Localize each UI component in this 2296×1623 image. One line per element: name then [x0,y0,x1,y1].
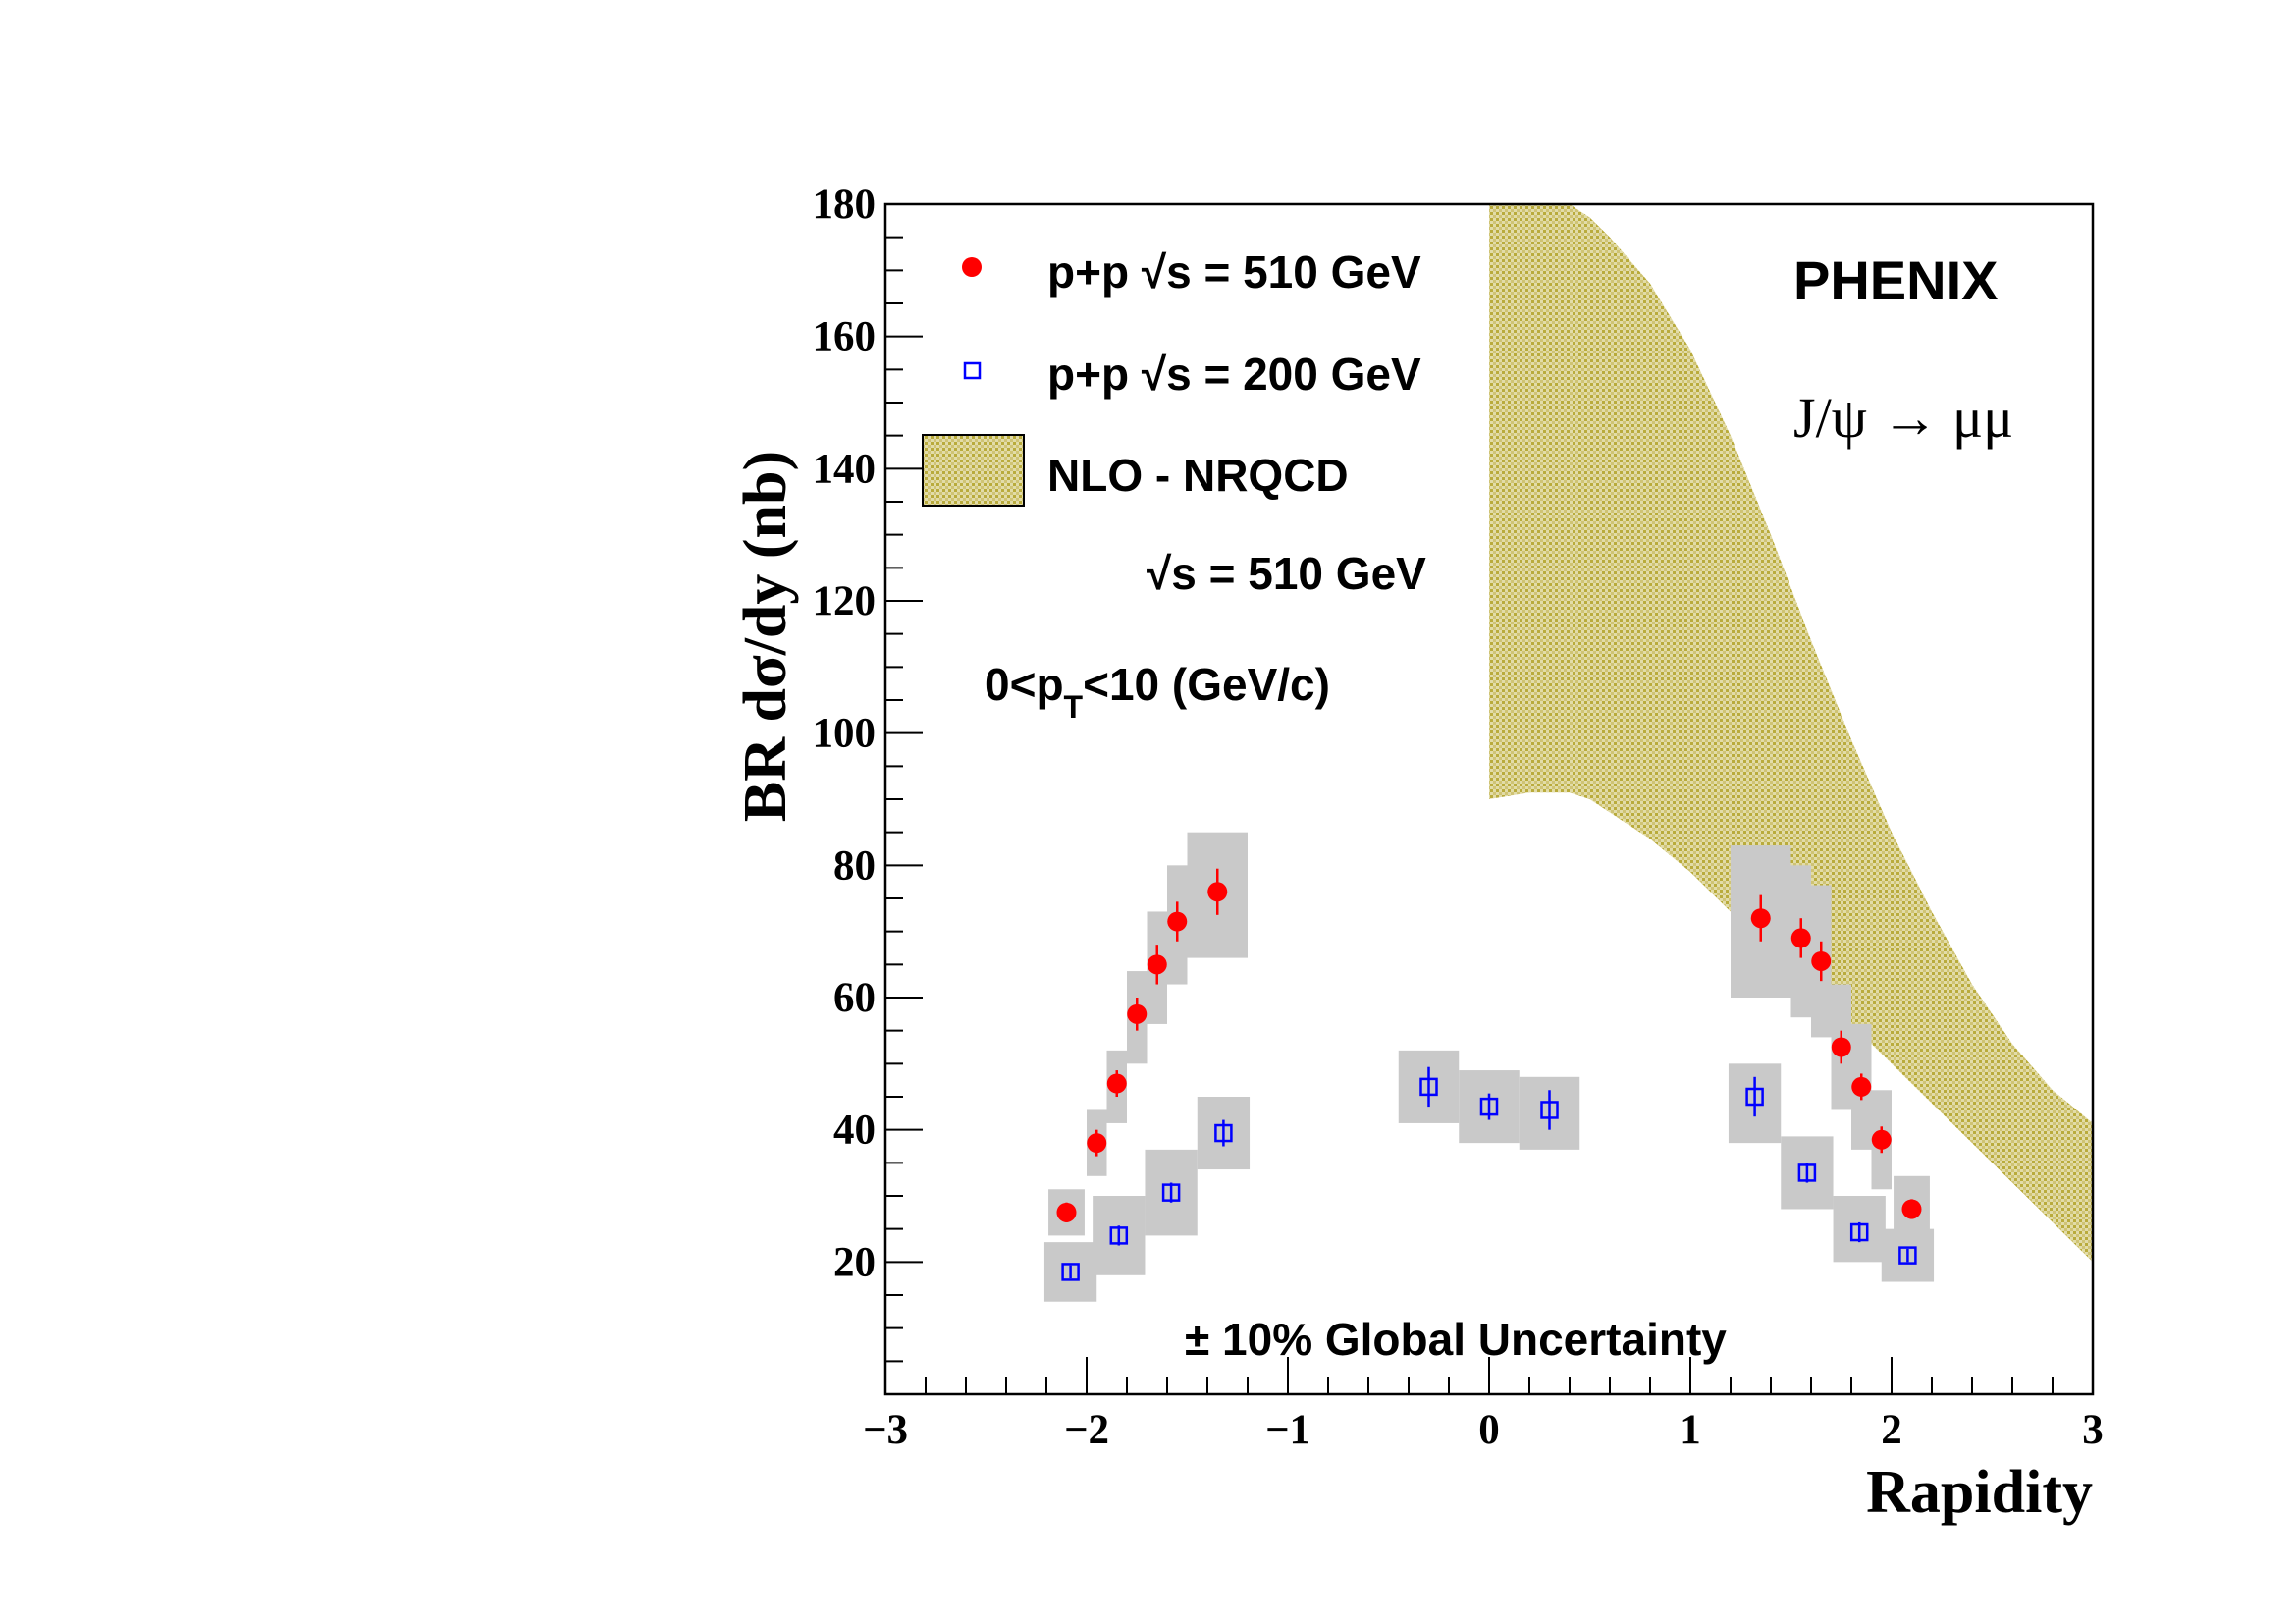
axis-layer: −3 −2 −1 0 1 2 3 20 40 60 80 100 120 140 160 180 [813,182,2104,1453]
data-point-pp200 [1797,1163,1817,1182]
y-tick-label: 120 [813,578,877,624]
band-energy-label: √s = 510 GeV [1147,548,1426,599]
nlo-nrqcd-band-layer [1489,204,2093,1263]
x-tick-label: 2 [1881,1407,1902,1453]
x-tick-label: −3 [863,1407,908,1453]
data-point-pp200 [1849,1222,1869,1242]
x-tick-label: 3 [2082,1407,2104,1453]
data-point-pp510 [1750,908,1771,929]
y-tick-label: 180 [813,182,877,228]
data-point-pp200 [1479,1097,1499,1116]
data-point-pp510 [1127,1003,1148,1024]
data-point-pp510 [1167,911,1188,932]
experiment-label: PHENIX [1793,249,1999,311]
x-tick-label: 1 [1680,1407,1701,1453]
y-tick-label: 60 [833,975,876,1021]
data-point-pp510 [1901,1199,1922,1219]
data-point-pp510 [1811,950,1832,971]
y-tick-label: 80 [833,842,876,889]
data-point-pp510 [1790,928,1811,948]
data-point-pp510 [1831,1037,1851,1057]
data-point-pp200 [1419,1077,1438,1097]
data-point-pp510 [1056,1202,1077,1222]
legend-marker-200 [963,361,982,380]
legend-label-200: p+p √s = 200 GeV [1047,349,1421,400]
y-axis-title: BR dσ/dy (nb) [732,451,799,822]
data-point-pp200 [1898,1246,1917,1265]
y-tick-label: 140 [813,446,877,492]
x-tick-label: −1 [1265,1407,1310,1453]
data-point-pp200 [1161,1183,1181,1202]
y-tick-label: 20 [833,1239,876,1285]
y-tick-label: 100 [813,711,877,757]
data-point-pp510 [1106,1073,1127,1094]
data-point-pp200 [1745,1087,1764,1107]
legend-label-band: NLO - NRQCD [1047,450,1349,501]
legend: p+p √s = 510 GeV p+p √s = 200 GeV NLO - … [922,246,1426,725]
data-point-pp510 [1851,1076,1872,1097]
pt-range-label: 0<pT<10 (GeV/c) [985,659,1330,725]
global-uncertainty-label: ± 10% Global Uncertainty [1185,1314,1727,1365]
y-tick-label: 160 [813,314,877,360]
marker-layer [1056,882,1922,1281]
data-point-pp200 [1214,1123,1233,1143]
data-point-pp200 [1109,1226,1129,1245]
data-point-pp510 [1207,882,1228,902]
data-point-pp510 [1147,954,1167,975]
x-tick-label: 0 [1478,1407,1500,1453]
data-point-pp200 [1540,1101,1559,1119]
process-label: J/ψ → μμ [1793,386,2013,450]
data-point-pp200 [1061,1263,1080,1281]
data-point-pp510 [1087,1133,1107,1154]
nlo-nrqcd-band [1489,204,2093,1263]
legend-marker-band [922,434,1025,507]
x-axis-title: Rapidity [1866,1459,2093,1526]
data-point-pp510 [1871,1129,1892,1150]
legend-label-510: p+p √s = 510 GeV [1047,246,1421,298]
legend-marker-510 [962,257,982,277]
y-tick-label: 40 [833,1108,876,1154]
x-tick-label: −2 [1064,1407,1109,1453]
